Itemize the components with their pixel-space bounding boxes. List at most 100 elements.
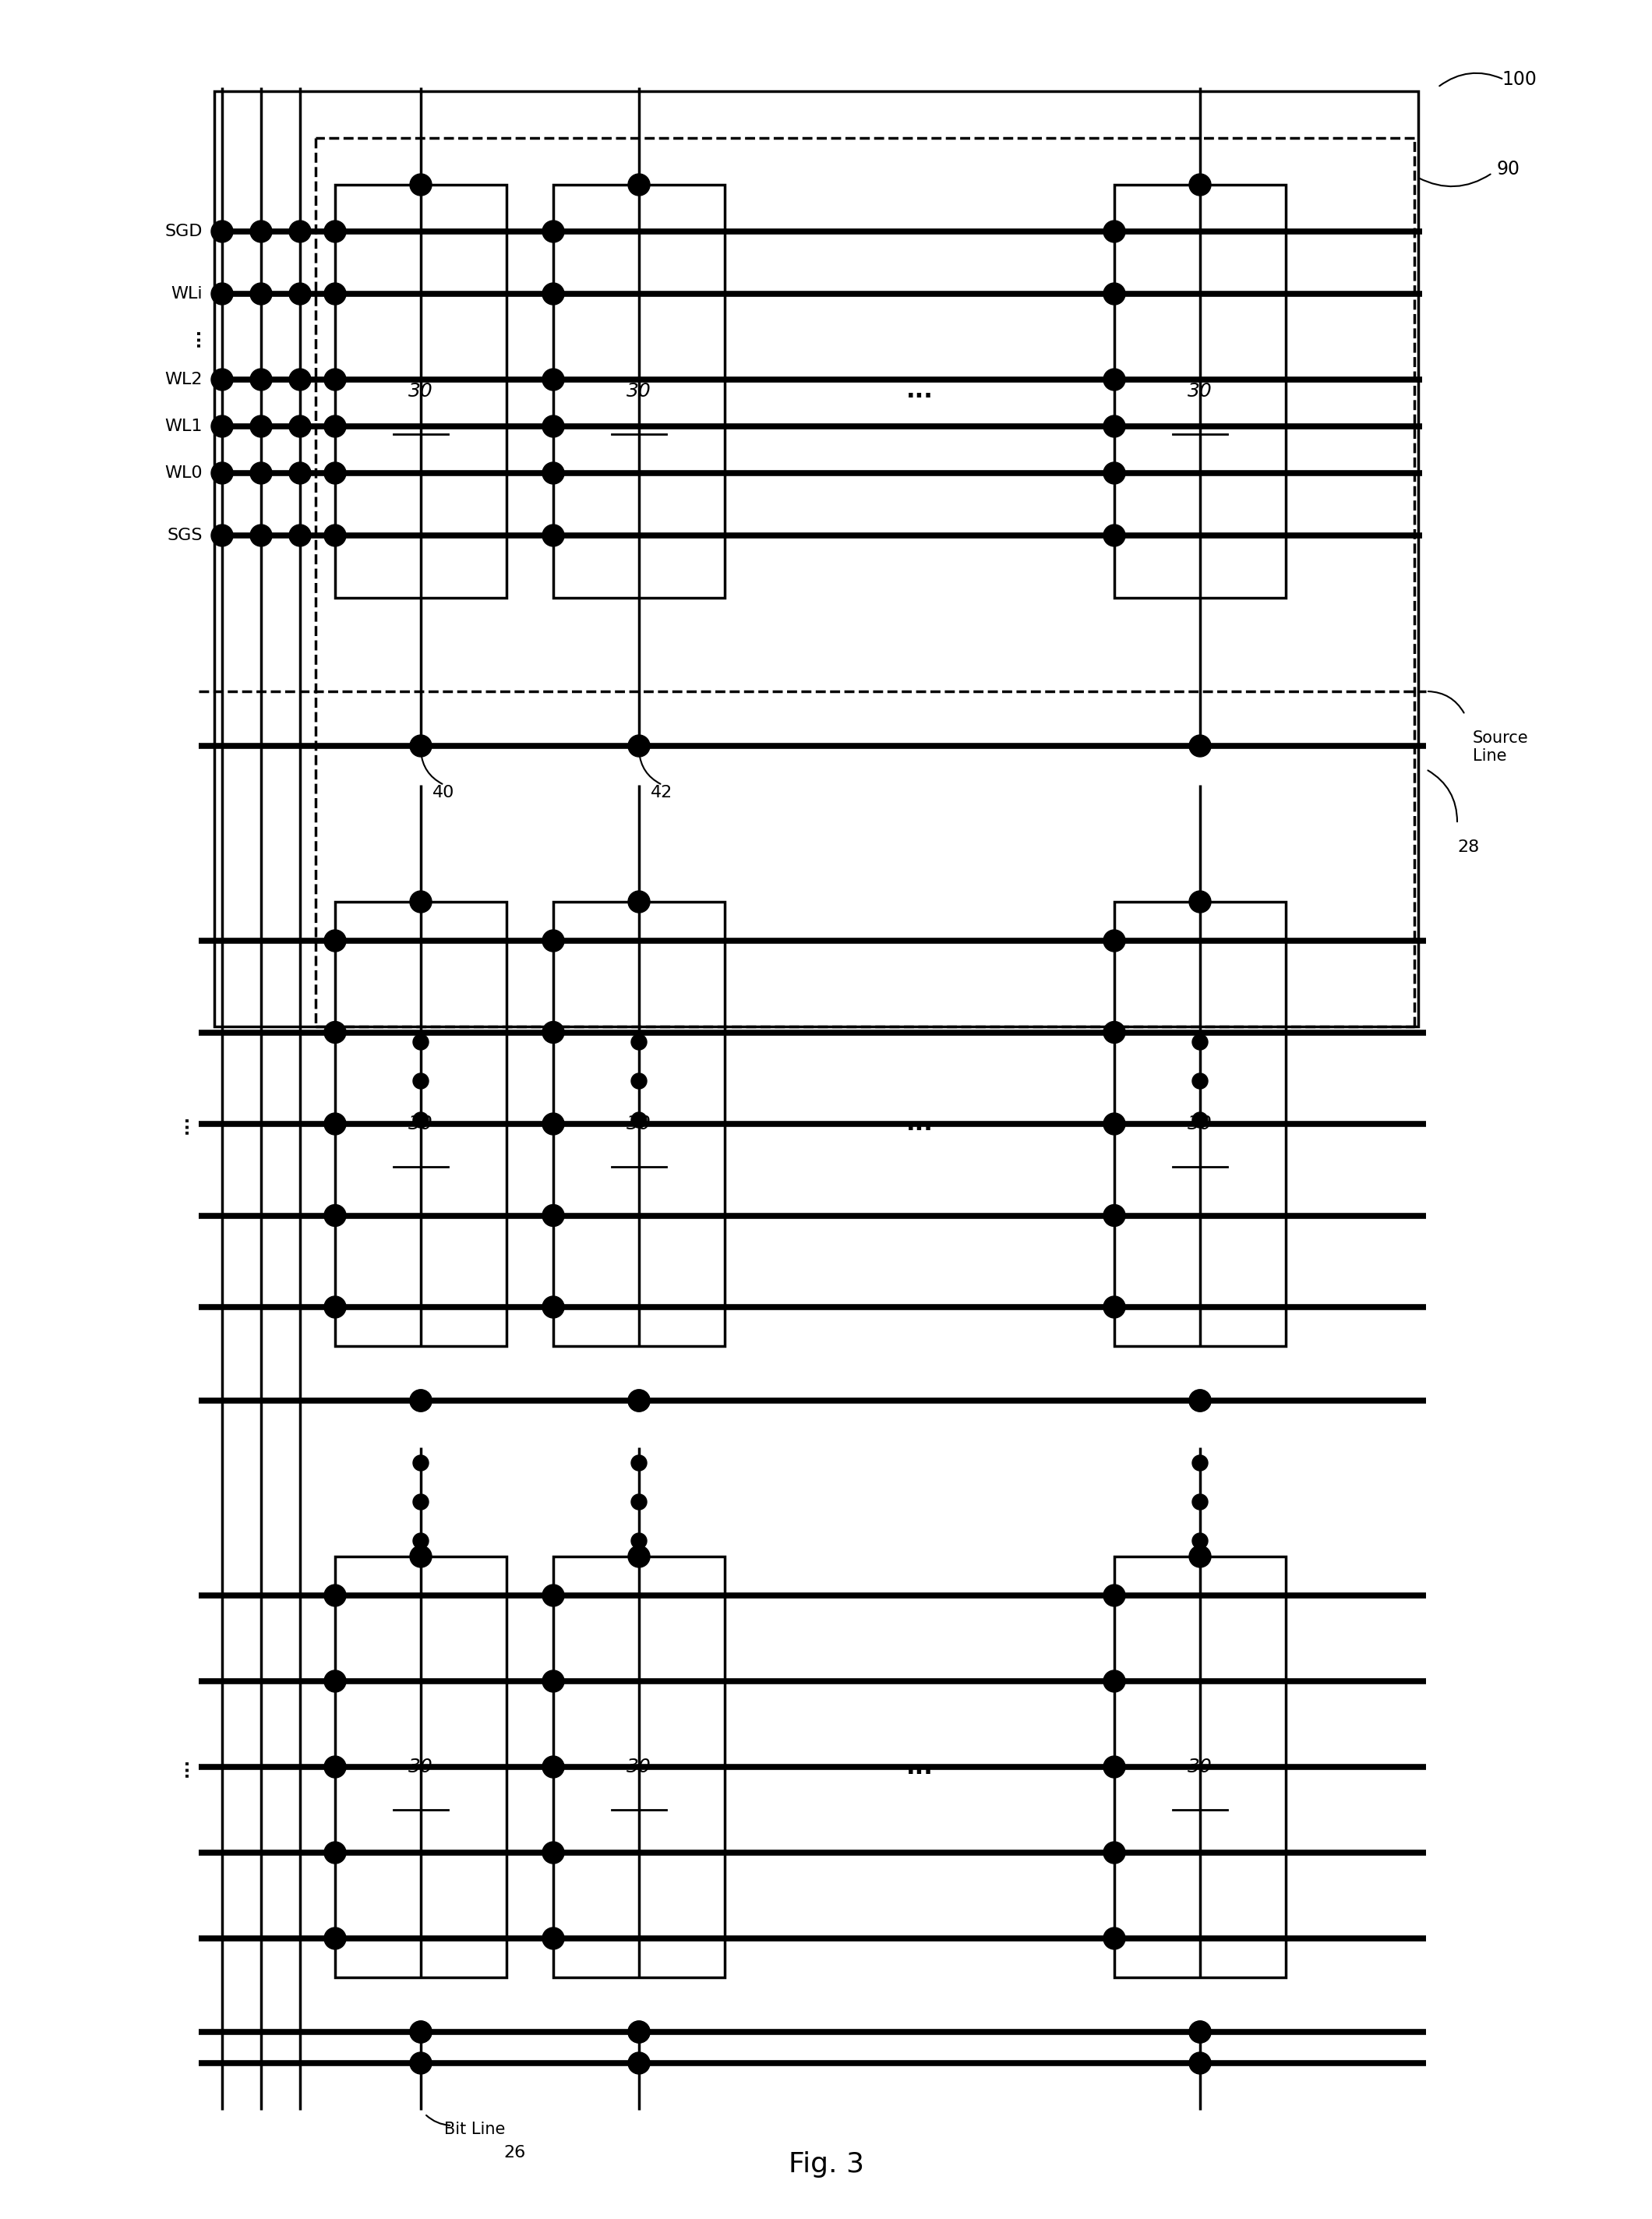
Circle shape: [542, 1755, 565, 1777]
Circle shape: [1189, 2053, 1211, 2075]
Text: WL2: WL2: [165, 373, 203, 388]
Text: 26: 26: [504, 2146, 525, 2161]
Circle shape: [324, 930, 345, 952]
Circle shape: [628, 173, 649, 195]
Circle shape: [1193, 1034, 1208, 1050]
Circle shape: [289, 284, 311, 304]
Circle shape: [1104, 1296, 1125, 1318]
Circle shape: [628, 2022, 649, 2044]
Circle shape: [542, 1671, 565, 1693]
Circle shape: [1189, 173, 1211, 195]
Circle shape: [1189, 2022, 1211, 2044]
Bar: [335, 1556, 507, 1977]
Circle shape: [324, 462, 345, 484]
Circle shape: [289, 220, 311, 242]
Circle shape: [542, 524, 565, 546]
Circle shape: [1104, 1021, 1125, 1043]
Text: Source
Line: Source Line: [1474, 730, 1528, 763]
Circle shape: [542, 284, 565, 304]
Circle shape: [249, 415, 273, 437]
Text: ...: ...: [905, 1112, 933, 1136]
Circle shape: [324, 1296, 345, 1318]
Circle shape: [211, 462, 233, 484]
Circle shape: [628, 2022, 649, 2044]
Circle shape: [410, 2022, 431, 2044]
Circle shape: [410, 1389, 431, 1411]
Circle shape: [324, 1205, 345, 1227]
Circle shape: [324, 524, 345, 546]
Circle shape: [410, 890, 431, 912]
Circle shape: [1104, 220, 1125, 242]
Circle shape: [1189, 2022, 1211, 2044]
Circle shape: [249, 368, 273, 391]
Circle shape: [324, 220, 345, 242]
Bar: [335, 901, 507, 1347]
Circle shape: [1104, 1755, 1125, 1777]
Circle shape: [324, 284, 345, 304]
Circle shape: [1104, 930, 1125, 952]
Bar: [1115, 184, 1285, 597]
Text: ...: ...: [905, 1755, 933, 1777]
Circle shape: [542, 1114, 565, 1134]
Circle shape: [628, 1547, 649, 1567]
Circle shape: [324, 1842, 345, 1864]
Circle shape: [1104, 284, 1125, 304]
Circle shape: [1104, 368, 1125, 391]
Circle shape: [413, 1533, 428, 1549]
Text: 42: 42: [651, 786, 672, 801]
Text: SGD: SGD: [165, 224, 203, 240]
Bar: [215, 91, 1417, 1027]
Text: 30: 30: [626, 382, 651, 402]
Circle shape: [631, 1074, 648, 1090]
Circle shape: [1193, 1493, 1208, 1509]
Circle shape: [211, 284, 233, 304]
Circle shape: [324, 415, 345, 437]
Text: WL1: WL1: [165, 419, 203, 435]
Text: SGS: SGS: [167, 528, 203, 544]
Circle shape: [542, 1584, 565, 1607]
Circle shape: [410, 2022, 431, 2044]
Circle shape: [1104, 1114, 1125, 1134]
Circle shape: [249, 462, 273, 484]
Text: WL0: WL0: [165, 466, 203, 482]
Circle shape: [410, 173, 431, 195]
Circle shape: [324, 368, 345, 391]
Circle shape: [628, 1389, 649, 1411]
Circle shape: [628, 2053, 649, 2075]
Circle shape: [249, 220, 273, 242]
Circle shape: [324, 1021, 345, 1043]
Text: Fig. 3: Fig. 3: [788, 2150, 864, 2177]
Circle shape: [1189, 1389, 1211, 1411]
Circle shape: [413, 1034, 428, 1050]
Text: 30: 30: [626, 1114, 651, 1134]
Circle shape: [289, 368, 311, 391]
Text: ...: ...: [175, 1114, 192, 1134]
Circle shape: [631, 1112, 648, 1127]
Text: 30: 30: [1188, 1114, 1213, 1134]
Circle shape: [631, 1493, 648, 1509]
Circle shape: [413, 1456, 428, 1471]
Circle shape: [211, 524, 233, 546]
Text: ...: ...: [905, 379, 933, 402]
Circle shape: [211, 220, 233, 242]
Circle shape: [1189, 890, 1211, 912]
Circle shape: [410, 1547, 431, 1567]
Circle shape: [542, 930, 565, 952]
Circle shape: [324, 1114, 345, 1134]
Circle shape: [249, 524, 273, 546]
Circle shape: [1104, 415, 1125, 437]
Text: 100: 100: [1502, 71, 1536, 89]
Circle shape: [1189, 1547, 1211, 1567]
Circle shape: [211, 368, 233, 391]
Circle shape: [1104, 524, 1125, 546]
Text: 30: 30: [408, 1757, 433, 1775]
Circle shape: [628, 1389, 649, 1411]
Bar: [553, 1556, 725, 1977]
Text: 40: 40: [433, 786, 454, 801]
Circle shape: [1104, 1205, 1125, 1227]
Text: ...: ...: [187, 326, 203, 346]
Circle shape: [1104, 462, 1125, 484]
Circle shape: [542, 368, 565, 391]
Bar: [553, 184, 725, 597]
Circle shape: [1104, 1928, 1125, 1948]
